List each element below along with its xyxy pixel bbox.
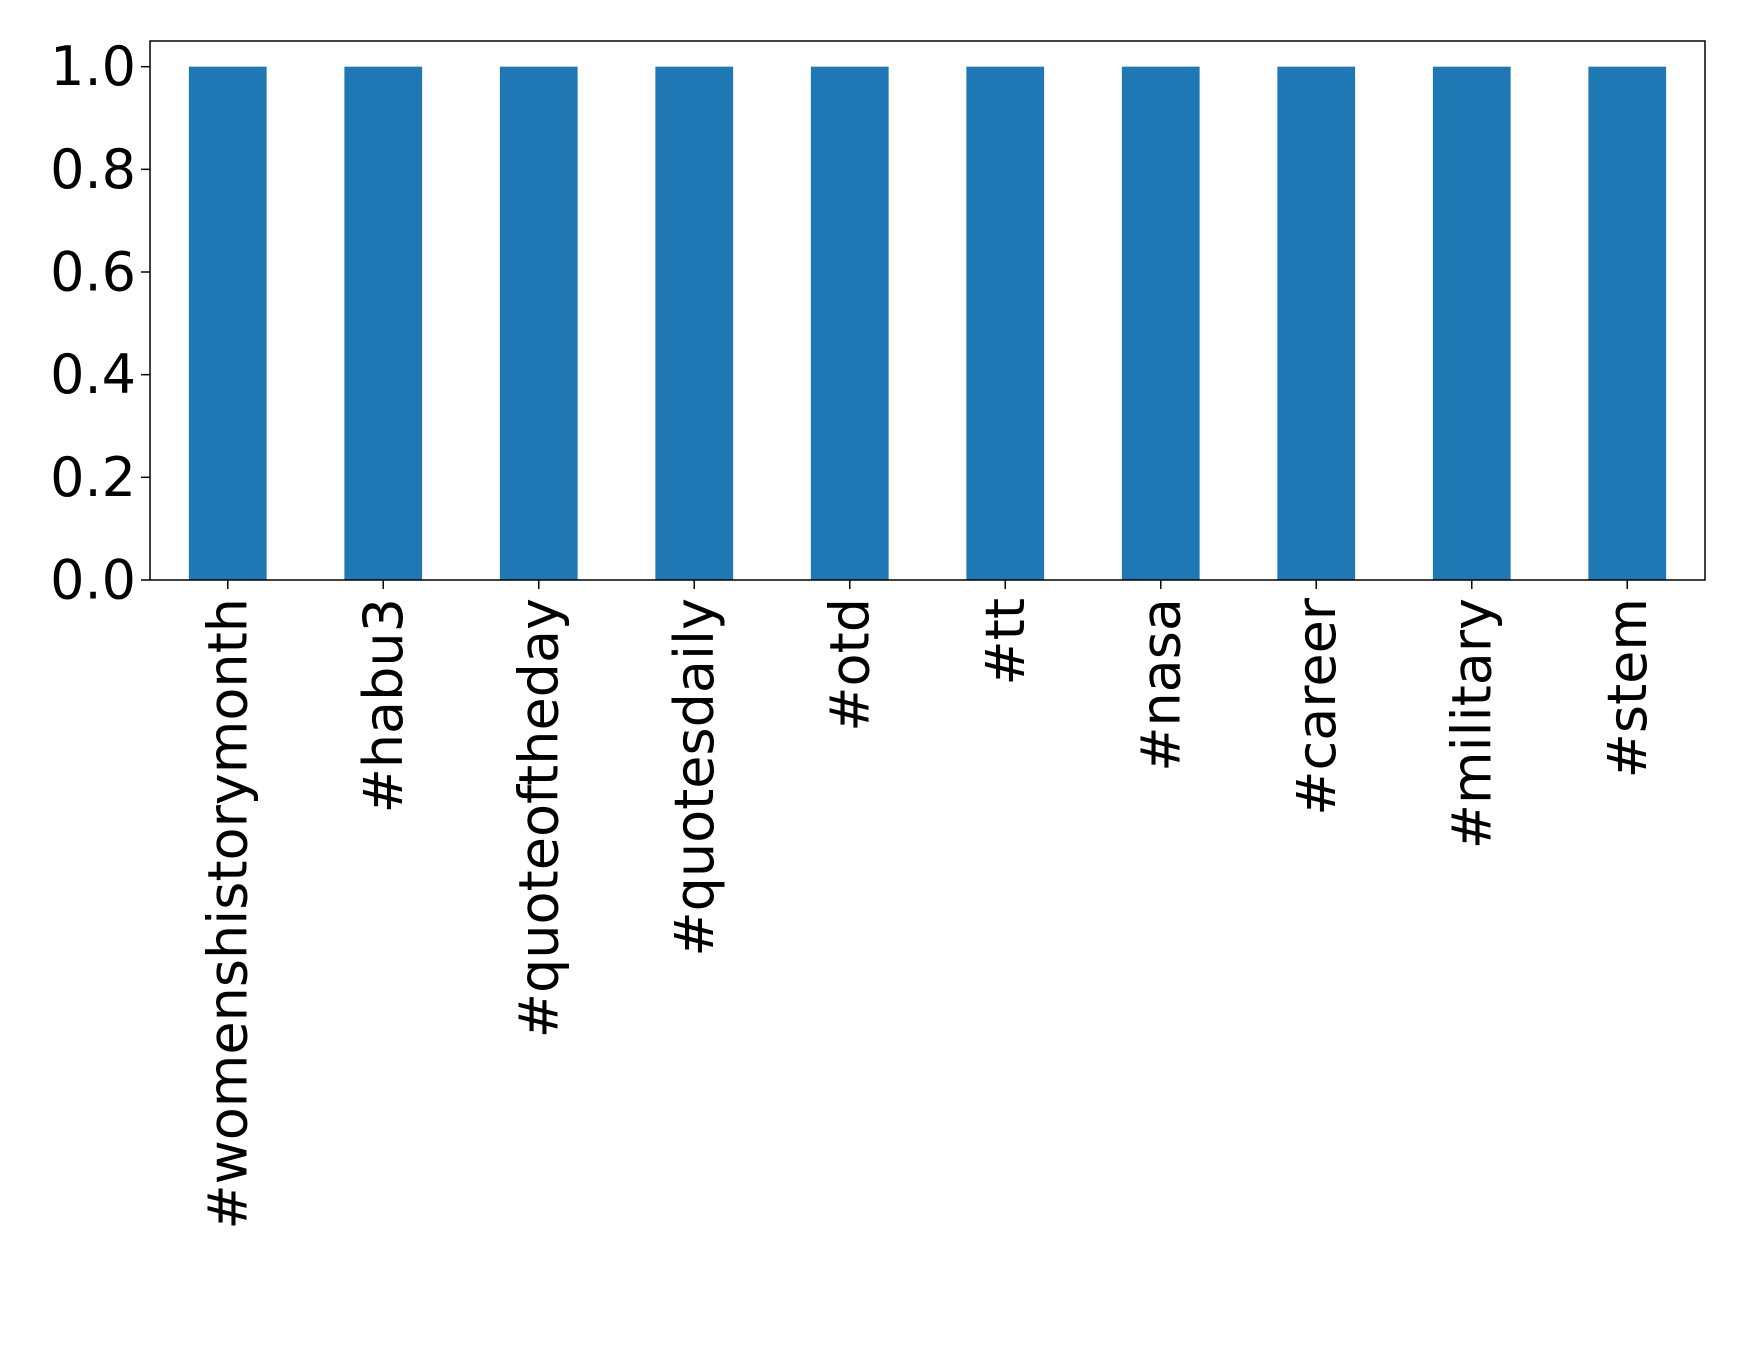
x-tick-label: #tt xyxy=(974,598,1037,686)
x-tick-label: #quotesdaily xyxy=(663,598,726,957)
bar xyxy=(499,66,578,580)
y-axis: 0.0 0.2 0.4 0.6 0.8 1.0 xyxy=(50,35,150,612)
x-tick-label: #career xyxy=(1285,597,1348,815)
plot-frame xyxy=(149,40,1706,581)
x-tick-label: #quoteoftheday xyxy=(507,598,570,1038)
x-tick-label: #nasa xyxy=(1129,598,1192,772)
bars-layer xyxy=(188,66,1667,580)
x-tick-label: #military xyxy=(1440,598,1503,849)
x-tick-label: #otd xyxy=(818,598,881,732)
y-tick-label: 0.4 xyxy=(50,343,136,406)
y-tick-label: 1.0 xyxy=(50,35,136,98)
bar xyxy=(1588,66,1667,580)
y-tick-label: 0.6 xyxy=(50,241,136,304)
bar xyxy=(1121,66,1200,580)
bar xyxy=(188,66,267,580)
y-tick-label: 0.2 xyxy=(50,446,136,509)
x-axis: #womenshistorymonth #habu3 #quoteoftheday #… xyxy=(196,580,1659,1230)
x-tick-label: #stem xyxy=(1596,598,1659,778)
bar xyxy=(1277,66,1356,580)
bar xyxy=(1432,66,1511,580)
bar xyxy=(810,66,889,580)
bar xyxy=(344,66,423,580)
y-tick-label: 0.8 xyxy=(50,138,136,201)
x-tick-label: #habu3 xyxy=(352,598,415,813)
x-tick-label: #womenshistorymonth xyxy=(196,598,259,1230)
y-tick-label: 0.0 xyxy=(50,549,136,612)
bar xyxy=(966,66,1045,580)
bar xyxy=(655,66,734,580)
